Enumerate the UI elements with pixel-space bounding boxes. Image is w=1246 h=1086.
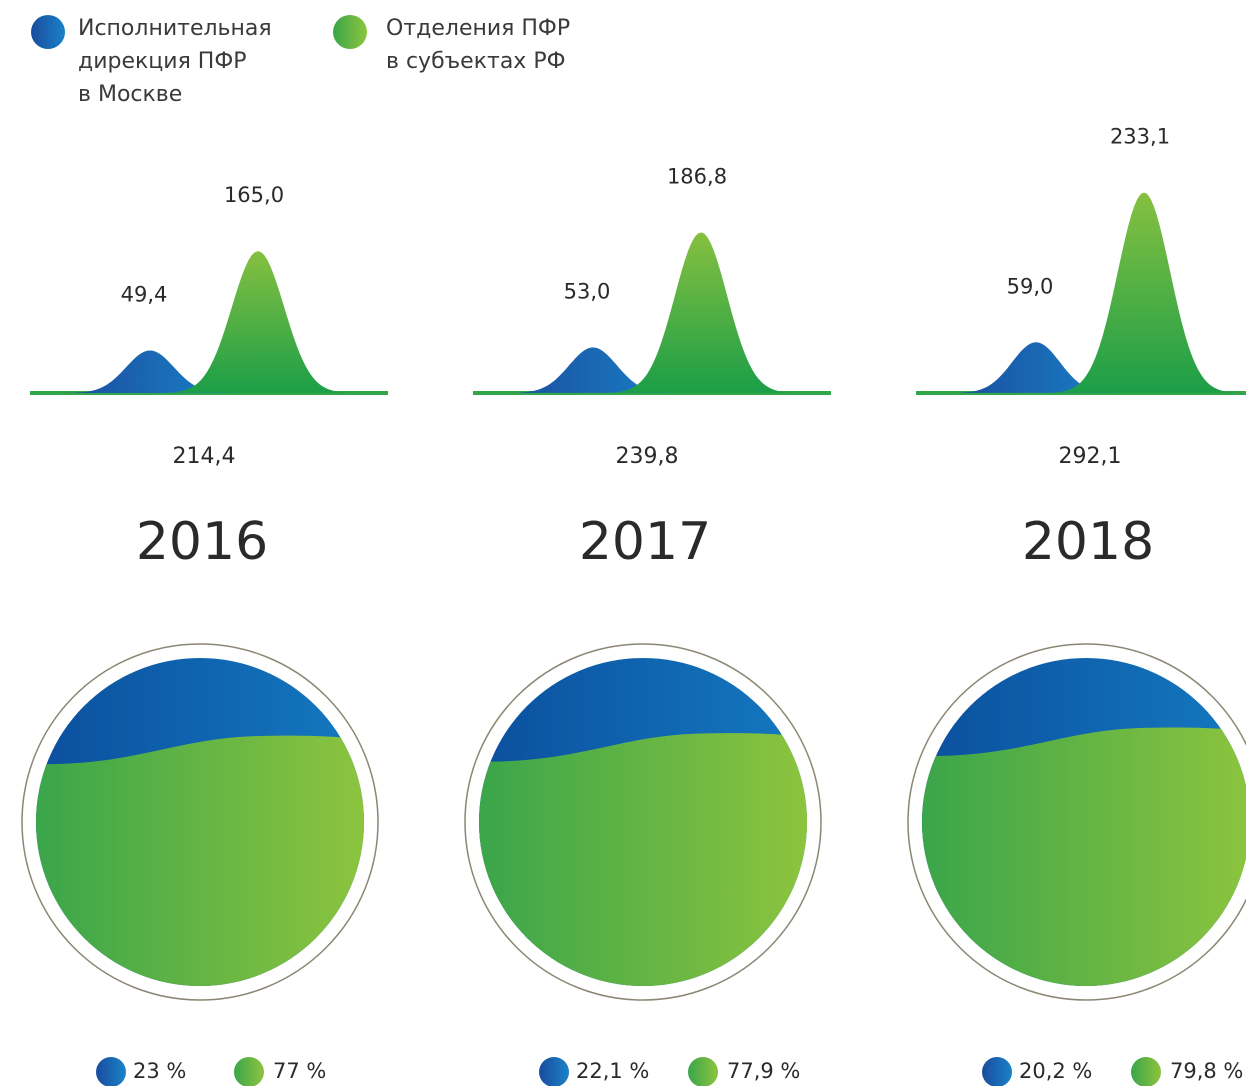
share-swatch: [234, 1057, 264, 1086]
year-label: 2018: [1022, 512, 1154, 572]
value-label: 53,0: [564, 279, 611, 303]
share-green: [922, 727, 1246, 986]
bell: [605, 232, 797, 393]
legend-swatch: [31, 15, 65, 49]
bell: [948, 342, 1124, 393]
share-green: [36, 735, 364, 986]
circle-ring: [21, 643, 379, 1001]
year-label: 2016: [136, 512, 268, 572]
value-label: 186,8: [667, 164, 727, 188]
legend-label: Исполнительная дирекция ПФР в Москве: [78, 16, 272, 107]
total-label: 214,4: [173, 444, 236, 469]
circle-ring: [464, 643, 822, 1001]
value-label: 59,0: [1007, 274, 1054, 298]
bell: [1048, 192, 1240, 393]
bell: [162, 251, 354, 393]
value-label: 233,1: [1110, 125, 1170, 149]
share-swatch: [1131, 1057, 1161, 1086]
circle-group: [922, 658, 1246, 986]
bell: [505, 347, 681, 393]
bell: [62, 350, 238, 393]
circle-group: [36, 658, 364, 986]
share-label: 79,8 %: [1170, 1059, 1243, 1083]
circle-ring: [907, 643, 1246, 1001]
share-swatch: [539, 1057, 569, 1086]
year-label: 2017: [579, 512, 711, 572]
share-swatch: [96, 1057, 126, 1086]
total-label: 239,8: [616, 444, 679, 469]
share-label: 20,2 %: [1019, 1059, 1092, 1083]
share-swatch: [688, 1057, 718, 1086]
share-label: 77 %: [273, 1059, 326, 1083]
legend-label: Отделения ПФР в субъектах РФ: [386, 16, 571, 74]
value-label: 165,0: [224, 183, 284, 207]
circle-group: [479, 658, 807, 986]
share-swatch: [982, 1057, 1012, 1086]
share-label: 77,9 %: [727, 1059, 800, 1083]
share-label: 22,1 %: [576, 1059, 649, 1083]
share-label: 23 %: [133, 1059, 186, 1083]
total-label: 292,1: [1059, 444, 1122, 469]
value-label: 49,4: [121, 283, 168, 307]
legend-swatch: [333, 15, 367, 49]
share-green: [479, 733, 807, 986]
